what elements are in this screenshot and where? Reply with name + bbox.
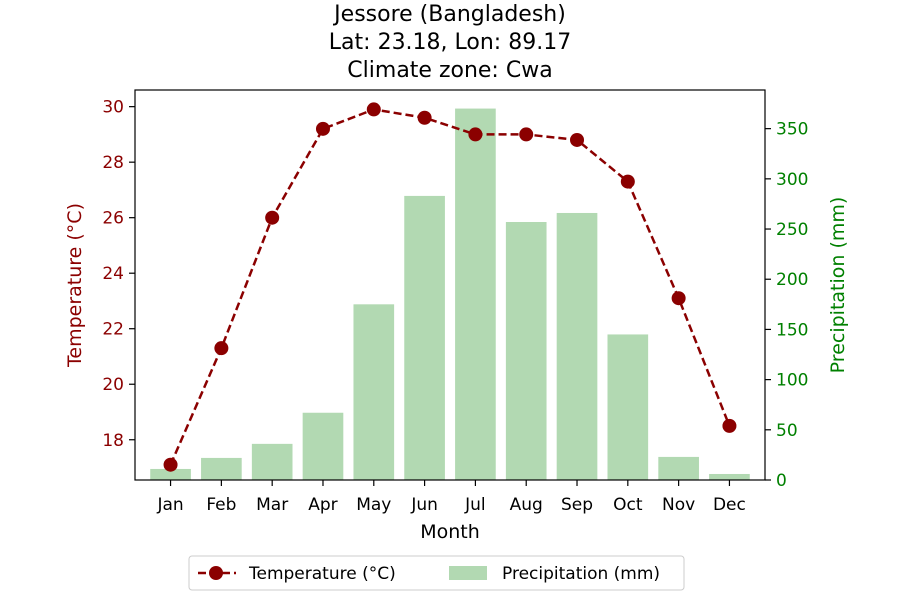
right-tick-label: 250 <box>776 220 808 240</box>
left-tick-label: 20 <box>102 375 124 395</box>
legend-precipitation-swatch <box>449 566 487 580</box>
left-tick-label: 24 <box>102 264 124 284</box>
temp-point-jul <box>468 127 483 142</box>
x-tick-label: Aug <box>510 495 543 515</box>
right-axis-label: Precipitation (mm) <box>827 197 849 374</box>
temp-point-jun <box>417 110 432 125</box>
right-tick-label: 150 <box>776 320 808 340</box>
left-axis-label: Temperature (°C) <box>64 203 86 368</box>
x-axis-ticks: Jan Feb Mar Apr May Jun Jul Aug Sep Oct Nov Dec <box>156 480 746 515</box>
x-tick-label: Mar <box>256 495 288 515</box>
title-line-2: Lat: 23.18, Lon: 89.17 <box>329 30 571 55</box>
legend: Temperature (°C) Precipitation (mm) <box>188 555 685 591</box>
left-tick-label: 26 <box>102 209 124 229</box>
plot-frame <box>134 89 766 481</box>
right-axis-ticks: 0 50 100 150 200 250 300 350 <box>765 120 808 491</box>
precip-bar-feb <box>201 457 242 480</box>
precip-bar-may <box>353 304 395 480</box>
precip-bar-oct <box>607 334 649 480</box>
left-axis-ticks: 18 20 22 24 26 28 30 <box>102 98 135 451</box>
left-tick-label: 30 <box>102 98 124 118</box>
x-tick-label: Jun <box>410 495 438 515</box>
right-tick-label: 50 <box>776 421 798 441</box>
x-tick-label: Dec <box>713 495 746 515</box>
precip-bar-sep <box>556 212 598 480</box>
right-tick-label: 100 <box>776 371 808 391</box>
temperature-line <box>163 102 737 472</box>
x-tick-label: Feb <box>206 495 236 515</box>
title-line-1: Jessore (Bangladesh) <box>332 2 566 27</box>
precip-bar-aug <box>505 222 547 480</box>
precip-bar-jun <box>404 195 445 480</box>
x-tick-label: Sep <box>561 495 593 515</box>
temp-point-may <box>366 102 381 117</box>
temperature-series-line <box>169 108 731 466</box>
right-tick-label: 350 <box>776 120 808 140</box>
temp-point-dec <box>722 418 737 433</box>
precipitation-bars <box>150 108 750 480</box>
temp-point-aug <box>519 127 534 142</box>
chart-title: Jessore (Bangladesh) Lat: 23.18, Lon: 89… <box>329 2 571 83</box>
x-tick-label: May <box>356 495 391 515</box>
x-tick-label: Jan <box>156 495 183 515</box>
x-axis-label: Month <box>420 521 480 543</box>
temp-point-nov <box>671 291 686 306</box>
precip-bar-mar <box>251 443 293 480</box>
title-line-3: Climate zone: Cwa <box>347 58 552 83</box>
right-tick-label: 0 <box>776 471 787 491</box>
temp-point-jan <box>163 457 178 472</box>
left-tick-label: 28 <box>102 153 124 173</box>
precip-bar-jul <box>455 108 496 480</box>
precip-bar-jan <box>150 468 191 480</box>
precip-bar-dec <box>709 473 750 480</box>
precip-bar-nov <box>658 456 699 480</box>
x-tick-label: Jul <box>464 495 486 515</box>
x-tick-label: Nov <box>662 495 695 515</box>
legend-temperature-label: Temperature (°C) <box>248 564 396 584</box>
right-tick-label: 300 <box>776 170 808 190</box>
temp-point-mar <box>265 210 280 225</box>
temp-point-feb <box>214 341 229 356</box>
legend-temperature-marker <box>209 566 223 580</box>
precip-bar-apr <box>302 412 344 480</box>
x-tick-label: Apr <box>308 495 337 515</box>
temp-point-apr <box>315 121 330 136</box>
left-tick-label: 22 <box>102 320 124 340</box>
left-tick-label: 18 <box>102 431 124 451</box>
temp-point-sep <box>570 132 585 147</box>
legend-precipitation-label: Precipitation (mm) <box>502 564 660 584</box>
legend-box <box>188 555 685 591</box>
x-tick-label: Oct <box>613 495 643 515</box>
temp-point-oct <box>620 174 635 189</box>
right-tick-label: 200 <box>776 270 808 290</box>
